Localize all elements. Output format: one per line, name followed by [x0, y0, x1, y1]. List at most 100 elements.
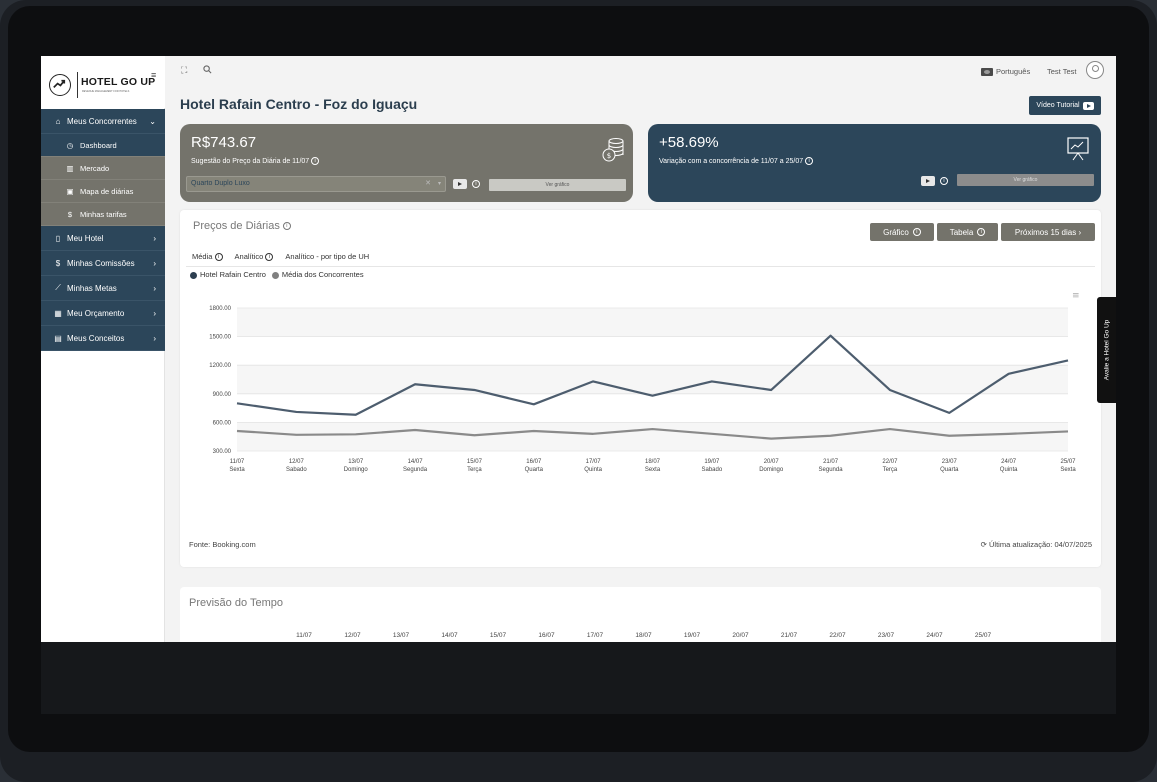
info-icon[interactable]: i	[311, 157, 320, 165]
chevron-icon: ›	[153, 309, 156, 318]
user-name[interactable]: Test Test	[1047, 67, 1077, 76]
fullscreen-icon[interactable]: ⛶	[181, 65, 188, 75]
sidebar-item[interactable]: ⌂ Meus Concorrentes ⌄	[41, 109, 165, 134]
x-tick-weekday: Domingo	[759, 467, 784, 473]
x-tick-label: 18/07	[645, 459, 661, 465]
trend-icon: ⟋	[55, 283, 61, 292]
sidebar-item[interactable]: ▦ Meu Orçamento ›	[41, 301, 165, 326]
info-icon: i	[214, 253, 223, 262]
last-update-text: Última atualização: 04/07/2025	[989, 540, 1092, 549]
sidebar-item[interactable]: ▤ Meus Conceitos ›	[41, 326, 165, 351]
info-icon[interactable]: i	[940, 177, 948, 185]
tab-media[interactable]: Média i	[186, 250, 229, 267]
room-type-select[interactable]: Quarto Duplo Luxo ✕ ▾	[186, 176, 446, 192]
search-icon[interactable]	[203, 65, 212, 76]
weather-date: 11/07	[296, 632, 312, 639]
refresh-icon[interactable]: ⟳	[980, 540, 987, 549]
weather-date: 15/07	[490, 632, 507, 639]
x-tick-label: 14/07	[408, 459, 424, 465]
avatar[interactable]	[1086, 61, 1104, 79]
bar-chart-icon: ▥	[66, 163, 74, 173]
weather-date: 14/07	[441, 632, 458, 639]
tab-analitico[interactable]: Analítico i	[229, 250, 280, 267]
sidebar-nav: ⌂ Meus Concorrentes ⌄ ◷ Dashboard ▥ Mercado ▣ Ma…	[41, 109, 165, 351]
weather-date: 12/07	[344, 632, 361, 639]
logo-icon	[49, 74, 71, 96]
chart-menu-icon[interactable]: ≡	[1072, 291, 1080, 301]
youtube-icon	[1082, 101, 1094, 110]
x-tick-weekday: Quarta	[940, 467, 959, 473]
table-view-button[interactable]: Tabela i	[937, 223, 998, 241]
info-icon[interactable]: i	[472, 180, 480, 188]
sidebar-subitem-label: Mapa de diárias	[80, 186, 134, 196]
panel-title-text: Preços de Diárias	[193, 220, 280, 232]
sidebar-subitem[interactable]: ◷ Dashboard	[41, 134, 165, 157]
x-tick-label: 22/07	[882, 459, 898, 465]
info-icon[interactable]: i	[805, 157, 814, 165]
weather-date: 22/07	[829, 632, 846, 639]
sidebar-subitem[interactable]: $ Minhas tarifas	[41, 203, 165, 226]
dollar-icon: $	[67, 209, 73, 219]
sidebar-item-label: Meu Orçamento	[67, 308, 125, 318]
view-chart-button[interactable]: Ver gráfico	[957, 174, 1094, 186]
last-update: ⟳ Última atualização: 04/07/2025	[981, 540, 1092, 549]
sidebar-subitem-label: Minhas tarifas	[80, 209, 127, 219]
series-line-competitors[interactable]	[236, 427, 1069, 440]
video-tutorial-button[interactable]: Vídeo Tutorial	[1029, 96, 1101, 115]
chevron-icon: ›	[153, 284, 156, 293]
app-screen: HOTEL GO UP REVENUE MANAGEMENT FOR HOTEL…	[41, 56, 1116, 642]
chevron-down-icon[interactable]: ▾	[437, 181, 441, 187]
calculator-icon: ▦	[54, 308, 62, 318]
play-icon[interactable]	[921, 176, 935, 186]
daily-prices-panel: Preços de Diárias i Gráfico i Tabela i Pró…	[180, 210, 1101, 567]
x-tick-weekday: Terça	[467, 467, 482, 473]
sidebar-subitem[interactable]: ▥ Mercado	[41, 157, 165, 180]
weather-date: 17/07	[587, 632, 604, 639]
info-icon[interactable]: i	[282, 222, 291, 231]
chevron-icon: ›	[153, 259, 156, 268]
play-icon[interactable]	[453, 179, 467, 189]
y-tick-label: 900.00	[213, 392, 232, 398]
weather-date: 20/07	[732, 632, 749, 639]
panel-title: Preços de Diárias i	[193, 220, 291, 232]
sidebar: HOTEL GO UP REVENUE MANAGEMENT FOR HOTEL…	[41, 56, 165, 642]
legend-item-hotel[interactable]: Hotel Rafain Centro	[190, 270, 266, 279]
sidebar-item[interactable]: ⟋ Minhas Metas ›	[41, 276, 165, 301]
x-tick-weekday: Sexta	[1060, 467, 1076, 473]
menu-icon[interactable]: ≡	[151, 70, 157, 80]
x-tick-label: 17/07	[586, 459, 602, 465]
x-tick-weekday: Quinta	[1000, 467, 1018, 473]
variation-value: +58.69%	[659, 134, 719, 151]
weather-date: 16/07	[538, 632, 555, 639]
sidebar-item-label: Minhas Comissões	[67, 258, 135, 268]
clear-icon[interactable]: ✕	[425, 180, 431, 187]
chart-view-label: Gráfico	[883, 227, 909, 237]
table-view-label: Tabela	[949, 227, 974, 237]
feedback-tab-label: Avalie a Hotel Go Up	[1103, 319, 1110, 381]
sidebar-item[interactable]: $ Minhas Comissões ›	[41, 251, 165, 276]
chart-view-button[interactable]: Gráfico i	[870, 223, 934, 241]
weather-date: 23/07	[878, 632, 895, 639]
y-tick-label: 1800.00	[209, 306, 231, 312]
sidebar-item[interactable]: ▯ Meu Hotel ›	[41, 226, 165, 251]
price-line-chart: 1800.00 1500.00 1200.00 900.00 600.00 300.00 1…	[209, 291, 1080, 473]
logo[interactable]: HOTEL GO UP REVENUE MANAGEMENT FOR HOTEL…	[41, 56, 165, 108]
brand-name: HOTEL GO UP	[81, 76, 156, 88]
y-tick-label: 600.00	[213, 420, 232, 426]
tab-analitico-uh[interactable]: Analítico - por tipo de UH	[285, 252, 370, 261]
series-line-hotel[interactable]	[236, 334, 1069, 416]
weather-dates: 11/07 12/07 13/07 14/07 15/07 16/07 17/07 18/07…	[296, 632, 991, 639]
view-chart-button[interactable]: Ver gráfico	[489, 179, 626, 191]
sidebar-subitem[interactable]: ▣ Mapa de diárias	[41, 180, 165, 203]
book-icon: ▤	[54, 333, 62, 343]
feedback-tab[interactable]: Avalie a Hotel Go Up	[1097, 297, 1116, 403]
tabs-divider	[186, 266, 1095, 267]
next-15-days-button[interactable]: Próximos 15 dias ›	[1001, 223, 1095, 241]
info-icon: i	[977, 228, 986, 236]
video-tutorial-label: Vídeo Tutorial	[1036, 102, 1080, 109]
legend-item-competitors[interactable]: Média dos Concorrentes	[271, 270, 364, 279]
language-selector[interactable]: Português	[981, 67, 1030, 76]
x-tick-label: 24/07	[1001, 459, 1017, 465]
page-title: Hotel Rafain Centro - Foz do Iguaçu	[180, 96, 418, 112]
